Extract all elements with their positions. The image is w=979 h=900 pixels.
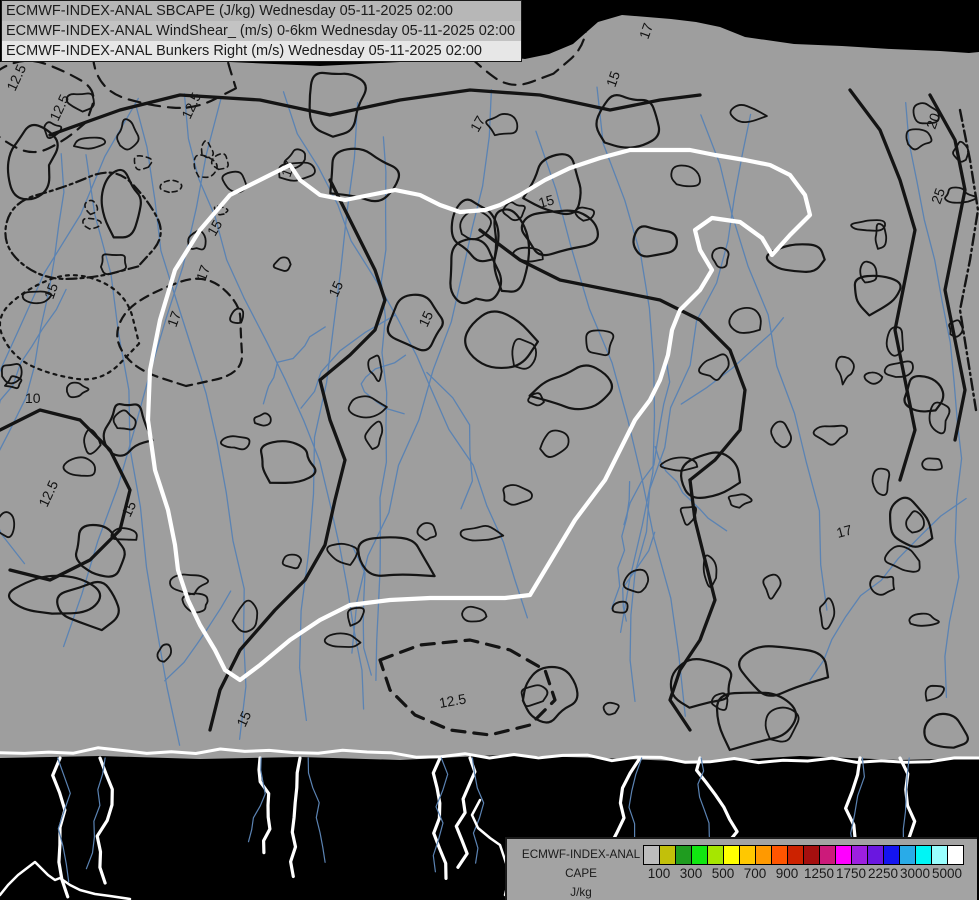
svg-text:10: 10 [25,390,41,406]
